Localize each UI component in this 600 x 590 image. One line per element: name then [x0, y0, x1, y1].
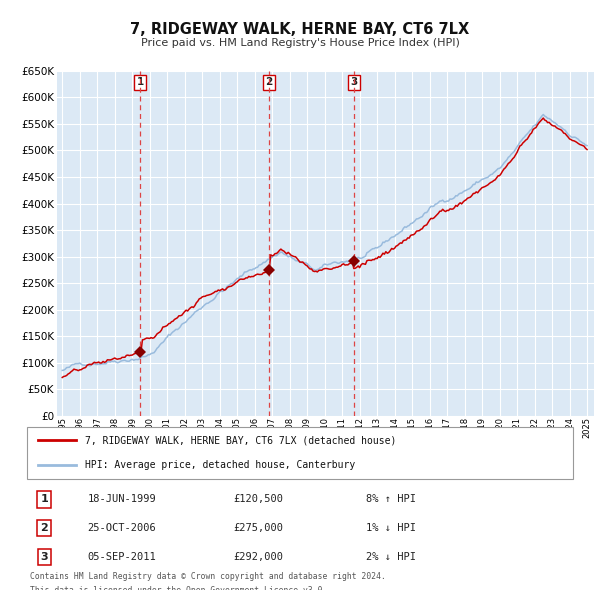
Text: 3: 3 [41, 552, 48, 562]
Text: HPI: Average price, detached house, Canterbury: HPI: Average price, detached house, Cant… [85, 460, 355, 470]
Text: 1: 1 [137, 77, 144, 87]
Text: 2% ↓ HPI: 2% ↓ HPI [366, 552, 416, 562]
Text: £120,500: £120,500 [234, 494, 284, 504]
Text: 18-JUN-1999: 18-JUN-1999 [88, 494, 156, 504]
Text: £275,000: £275,000 [234, 523, 284, 533]
Text: 1% ↓ HPI: 1% ↓ HPI [366, 523, 416, 533]
FancyBboxPatch shape [27, 427, 573, 478]
Text: 2: 2 [41, 523, 48, 533]
Text: 1: 1 [41, 494, 48, 504]
Text: 8% ↑ HPI: 8% ↑ HPI [366, 494, 416, 504]
Text: 3: 3 [350, 77, 358, 87]
Text: Price paid vs. HM Land Registry's House Price Index (HPI): Price paid vs. HM Land Registry's House … [140, 38, 460, 48]
Text: 05-SEP-2011: 05-SEP-2011 [88, 552, 156, 562]
Text: 7, RIDGEWAY WALK, HERNE BAY, CT6 7LX (detached house): 7, RIDGEWAY WALK, HERNE BAY, CT6 7LX (de… [85, 435, 396, 445]
Text: This data is licensed under the Open Government Licence v3.0.: This data is licensed under the Open Gov… [29, 586, 327, 590]
Text: 2: 2 [265, 77, 272, 87]
Text: 25-OCT-2006: 25-OCT-2006 [88, 523, 156, 533]
Text: £292,000: £292,000 [234, 552, 284, 562]
Text: 7, RIDGEWAY WALK, HERNE BAY, CT6 7LX: 7, RIDGEWAY WALK, HERNE BAY, CT6 7LX [130, 22, 470, 37]
Text: Contains HM Land Registry data © Crown copyright and database right 2024.: Contains HM Land Registry data © Crown c… [29, 572, 385, 582]
